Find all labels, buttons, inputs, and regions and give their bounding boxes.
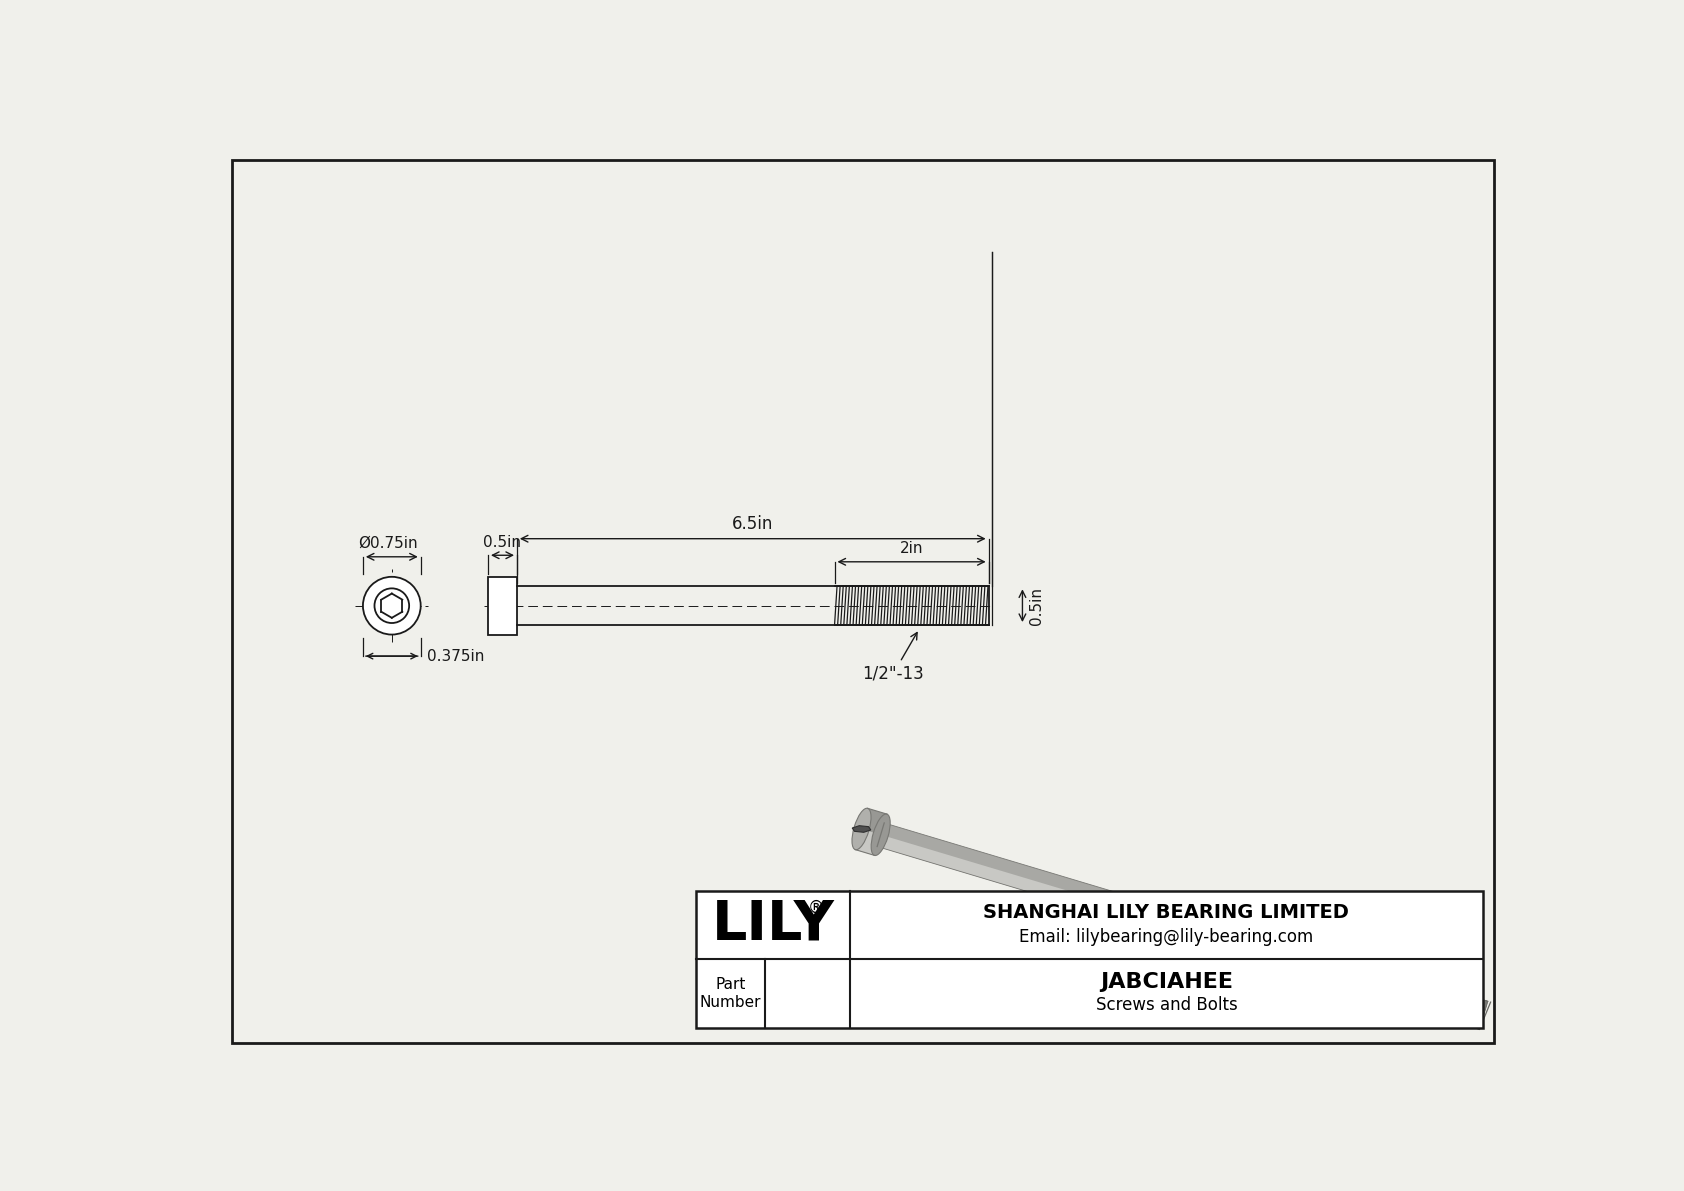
Polygon shape [877,823,1270,962]
Text: JABCIAHEE: JABCIAHEE [1100,972,1233,992]
Polygon shape [877,835,1266,962]
Text: 0.5in: 0.5in [483,535,522,550]
Polygon shape [1477,1000,1489,1029]
Text: SHANGHAI LILY BEARING LIMITED: SHANGHAI LILY BEARING LIMITED [983,903,1349,922]
Text: LILY: LILY [712,898,834,952]
Bar [488,576,517,635]
Text: Part
Number: Part Number [701,977,761,1010]
Text: Screws and Bolts: Screws and Bolts [1096,996,1238,1014]
Polygon shape [852,825,871,833]
Text: 0.375in: 0.375in [426,649,485,663]
Ellipse shape [871,813,891,855]
Ellipse shape [852,809,871,849]
Text: 0.5in: 0.5in [1029,587,1044,625]
Text: 1/2"-13: 1/2"-13 [862,632,925,682]
Text: 6.5in: 6.5in [733,516,773,534]
Polygon shape [855,829,881,855]
Circle shape [364,576,421,635]
Polygon shape [1263,939,1487,1027]
Text: Email: lilybearing@lily-bearing.com: Email: lilybearing@lily-bearing.com [1019,928,1314,946]
Bar [695,891,1484,1028]
Text: 2in: 2in [899,542,923,556]
Text: Ø0.75in: Ø0.75in [359,536,418,550]
Text: ®: ® [808,899,825,917]
Polygon shape [855,809,887,855]
